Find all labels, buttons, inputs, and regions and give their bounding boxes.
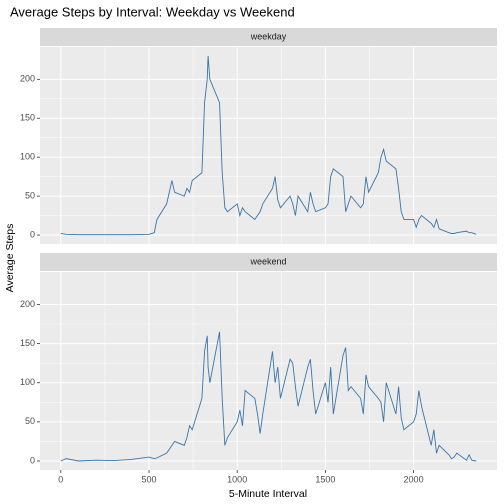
strip <box>40 28 497 46</box>
y-tick-label: 50 <box>25 416 35 426</box>
x-tick-label: 1500 <box>315 474 335 484</box>
x-axis-label: 5-Minute Interval <box>229 488 307 500</box>
y-tick-label: 150 <box>20 113 35 123</box>
x-tick-label: 500 <box>141 474 156 484</box>
y-tick-label: 200 <box>20 74 35 84</box>
strip-label: weekend <box>249 256 286 266</box>
x-tick-label: 1000 <box>227 474 247 484</box>
y-tick-label: 50 <box>25 190 35 200</box>
panel <box>40 272 497 470</box>
series-line <box>60 331 477 462</box>
y-axis-label: Average Steps <box>4 224 16 293</box>
y-tick-label: 200 <box>20 299 35 309</box>
strip <box>40 253 497 271</box>
x-tick-label: 2000 <box>404 474 424 484</box>
y-tick-label: 0 <box>30 229 35 239</box>
x-tick-label: 0 <box>58 474 63 484</box>
y-tick-label: 100 <box>20 152 35 162</box>
chart-title: Average Steps by Interval: Weekday vs We… <box>10 4 295 19</box>
y-tick-label: 0 <box>30 455 35 465</box>
y-tick-label: 150 <box>20 338 35 348</box>
series-line <box>60 55 477 236</box>
panel <box>40 47 497 244</box>
y-tick-label: 100 <box>20 377 35 387</box>
strip-label: weekday <box>250 31 287 41</box>
